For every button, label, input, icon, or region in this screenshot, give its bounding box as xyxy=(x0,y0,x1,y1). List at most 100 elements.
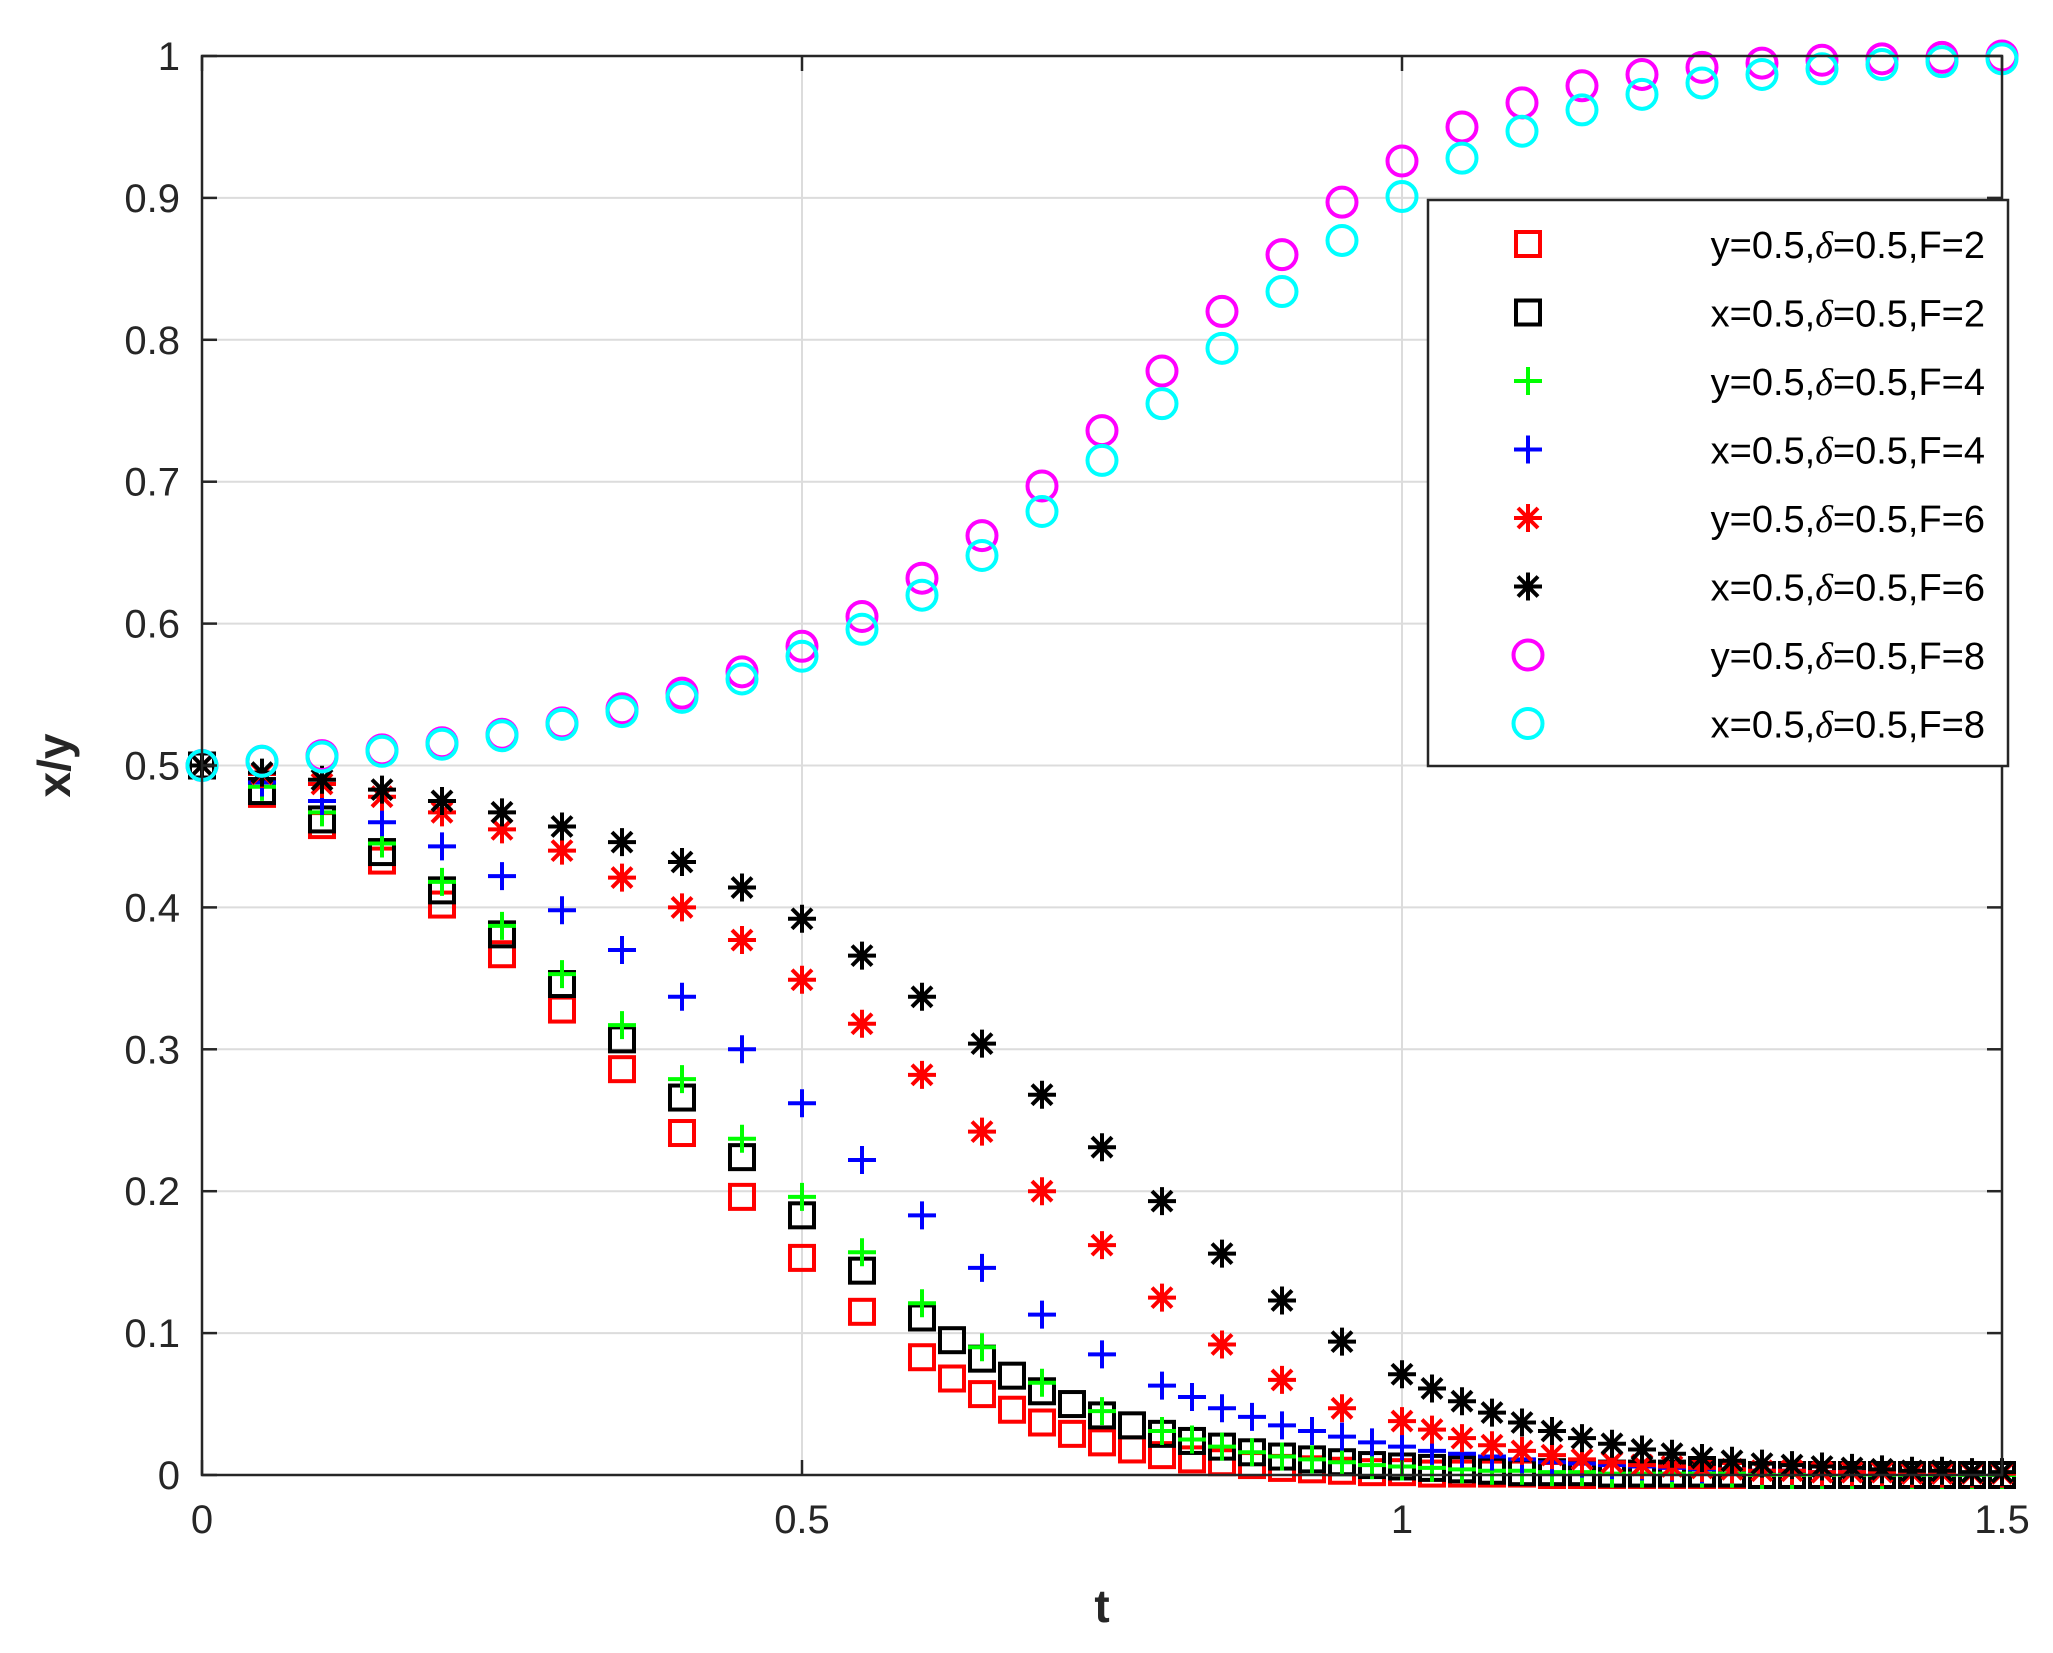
legend-entry-suffix: =0.5,F=8 xyxy=(1833,636,1985,678)
legend-entry: y=0.5,δ=0.5,F=8 xyxy=(1711,636,1985,678)
legend-entry-prefix: x=0.5, xyxy=(1711,431,1816,473)
data-point xyxy=(1388,1407,1416,1436)
data-point xyxy=(1865,48,1899,82)
series-6 xyxy=(188,751,2016,1487)
data-point xyxy=(1058,1419,1086,1448)
data-point xyxy=(1028,1177,1056,1206)
data-point xyxy=(1238,1438,1266,1467)
data-point xyxy=(548,995,576,1024)
series-2 xyxy=(188,751,2016,1489)
data-point xyxy=(1118,1435,1146,1464)
axis-ticks: 0 0.5 1 1.5 0 0.1 0.2 0.3 0.4 0.5 0.6 0.7 0.8 0.9 1 xyxy=(124,35,2029,1542)
data-point xyxy=(1748,1449,1776,1478)
data-point xyxy=(788,904,816,933)
data-point xyxy=(1265,238,1299,272)
legend-entry-suffix: =0.5,F=2 xyxy=(1833,294,1985,336)
data-point xyxy=(1898,1456,1926,1485)
data-point xyxy=(968,1029,996,1058)
data-point xyxy=(968,1253,996,1282)
data-point xyxy=(368,775,396,804)
data-point xyxy=(1418,1374,1446,1403)
legend-entry-symbol: δ xyxy=(1815,568,1834,610)
data-point xyxy=(848,1009,876,1038)
data-point xyxy=(1328,1422,1356,1451)
data-point xyxy=(1478,1431,1506,1460)
data-point xyxy=(1208,1394,1236,1423)
legend-entry: y=0.5,δ=0.5,F=6 xyxy=(1711,499,1985,541)
data-point xyxy=(1508,1408,1536,1437)
data-point xyxy=(1025,494,1059,528)
data-point xyxy=(668,847,696,876)
data-point xyxy=(938,1364,966,1393)
data-point xyxy=(1028,1368,1056,1397)
data-point xyxy=(728,873,756,902)
data-point xyxy=(728,1035,756,1064)
legend-marker xyxy=(1514,298,1542,327)
data-point xyxy=(1805,43,1839,77)
data-point xyxy=(1685,50,1719,84)
data-point xyxy=(668,893,696,922)
data-point xyxy=(1238,1402,1266,1431)
data-point xyxy=(428,867,456,896)
legend-entry-symbol: δ xyxy=(1815,499,1834,541)
series-1 xyxy=(188,751,2016,1489)
y-tick-label: 0.5 xyxy=(124,745,180,789)
data-point xyxy=(998,1395,1026,1424)
data-point xyxy=(848,941,876,970)
data-point xyxy=(1268,1442,1296,1471)
legend-marker xyxy=(1514,504,1542,532)
data-point xyxy=(1268,1411,1296,1440)
data-point xyxy=(788,1182,816,1211)
data-point xyxy=(1145,354,1179,388)
data-point xyxy=(1088,1397,1116,1426)
data-point xyxy=(488,798,516,827)
data-point xyxy=(1205,331,1239,365)
data-point xyxy=(1145,387,1179,421)
legend-entry-symbol: δ xyxy=(1815,225,1834,267)
data-point xyxy=(908,982,936,1011)
legend-entry-symbol: δ xyxy=(1815,294,1834,336)
legend-entry: x=0.5,δ=0.5,F=2 xyxy=(1711,294,1985,336)
y-tick-label: 0.3 xyxy=(124,1028,180,1072)
data-point xyxy=(1508,1436,1536,1465)
data-point xyxy=(1385,179,1419,213)
data-point xyxy=(908,1060,936,1089)
data-point xyxy=(1025,469,1059,503)
data-point xyxy=(1178,1425,1206,1454)
data-point xyxy=(1088,1231,1116,1260)
y-tick-label: 0.1 xyxy=(124,1312,180,1356)
data-point xyxy=(788,965,816,994)
data-point xyxy=(1718,1446,1746,1475)
data-point xyxy=(365,734,399,768)
data-point xyxy=(1505,114,1539,148)
data-point xyxy=(1448,1424,1476,1453)
data-point xyxy=(1688,1443,1716,1472)
data-point xyxy=(848,1297,876,1326)
data-point xyxy=(968,1117,996,1146)
data-point xyxy=(488,862,516,891)
data-point xyxy=(728,926,756,955)
legend-entry: x=0.5,δ=0.5,F=6 xyxy=(1711,568,1985,610)
y-tick-label: 0.4 xyxy=(124,886,180,930)
data-point xyxy=(968,1333,996,1362)
data-point xyxy=(1565,93,1599,127)
data-point xyxy=(1598,1448,1626,1477)
data-point xyxy=(1418,1415,1446,1444)
legend-entry-suffix: =0.5,F=4 xyxy=(1833,362,1985,404)
y-tick-label: 0.2 xyxy=(124,1170,180,1214)
legend-entry-suffix: =0.5,F=8 xyxy=(1833,705,1985,747)
data-point xyxy=(1628,1451,1656,1480)
legend-entry: y=0.5,δ=0.5,F=2 xyxy=(1711,225,1985,267)
data-point xyxy=(1208,1330,1236,1359)
data-point xyxy=(1808,1452,1836,1481)
data-point xyxy=(725,655,759,689)
data-point xyxy=(965,538,999,572)
x-tick-label: 0 xyxy=(191,1498,213,1542)
data-point xyxy=(608,863,636,892)
data-point xyxy=(1298,1445,1326,1474)
data-point xyxy=(248,758,276,787)
data-point xyxy=(1445,141,1479,175)
data-point xyxy=(1868,1455,1896,1484)
data-point xyxy=(548,812,576,841)
legend-entry-suffix: =0.5,F=2 xyxy=(1833,225,1985,267)
